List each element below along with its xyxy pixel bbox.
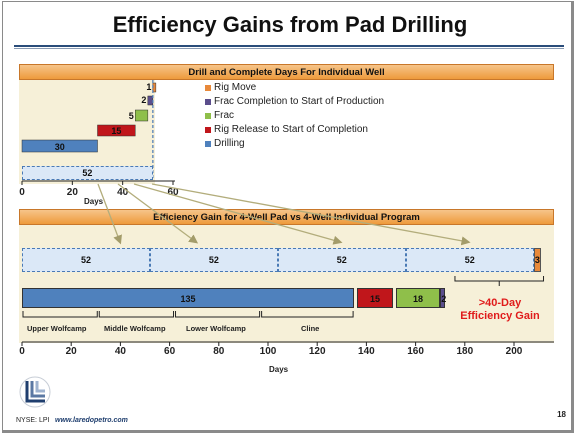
single-bar-label: 2 <box>141 95 146 105</box>
gain-line-1: >40-Day <box>478 297 522 309</box>
pad-axis-tick-label: 0 <box>19 346 25 357</box>
connector-arrow <box>117 183 199 244</box>
well-bracket <box>98 311 175 318</box>
bracket-label-lower-wolfcamp: Lower Wolfcamp <box>186 324 246 333</box>
pad-band: Efficiency Gain for 4-Well Pad vs 4-Well… <box>19 209 554 225</box>
pad-individual-well-bar: 52 <box>277 248 406 272</box>
gain-line-2: Efficiency Gain <box>460 310 540 322</box>
legend-label: Frac <box>214 110 234 121</box>
pad-axis-tick-label: 40 <box>114 346 126 357</box>
single-bar-label: 1 <box>146 82 151 92</box>
bracket-label-middle-wolfcamp: Middle Wolfcamp <box>104 324 166 333</box>
single-well-band-title: Drill and Complete Days For Individual W… <box>188 67 385 78</box>
slide-frame <box>2 1 574 433</box>
legend-swatch-icon <box>205 113 211 119</box>
legend-label: Rig Move <box>214 82 257 93</box>
single-axis-tick-label: 20 <box>66 187 78 198</box>
footer-url[interactable]: www.laredopetro.com <box>55 417 128 424</box>
connector-arrow <box>97 183 122 245</box>
single-bar-frac <box>135 109 149 122</box>
title-rule <box>14 45 564 47</box>
well-bracket <box>175 311 261 318</box>
single-bar-label: 30 <box>55 142 65 152</box>
single-bar-rig-release-to-start-of-completion <box>97 124 136 137</box>
legend-label: Rig Release to Start of Completion <box>214 124 368 135</box>
single-axis-tick-label: 40 <box>117 187 129 198</box>
pad-axis-tick-label: 20 <box>65 346 77 357</box>
footer-ticker: NYSE: LPI <box>16 417 50 424</box>
single-axis-tick-label: 0 <box>19 187 25 198</box>
bracket-label-upper-wolfcamp: Upper Wolfcamp <box>27 324 87 333</box>
legend-swatch-icon <box>205 85 211 91</box>
pad-axis-tick-label: 140 <box>358 346 375 357</box>
single-well-band: Drill and Complete Days For Individual W… <box>19 64 554 80</box>
pad-axis-tick-label: 180 <box>456 346 474 357</box>
pad-bar-rig-release-to-start-of-completion: 15 <box>356 288 394 308</box>
pad-axis-tick-label: 200 <box>505 346 523 357</box>
pad-individual-rig-move-bar: 3 <box>533 248 542 272</box>
well-bracket <box>261 311 354 318</box>
pad-bar-frac: 18 <box>395 288 441 308</box>
single-well-total-bar: 52 <box>22 166 153 180</box>
pad-bar-frac-completion-to-start-of-production: 2 <box>440 288 446 308</box>
legend-label: Drilling <box>214 138 245 149</box>
legend-swatch-icon <box>205 99 211 105</box>
pad-axis-tick-label: 60 <box>164 346 176 357</box>
single-bar-drilling <box>21 139 98 153</box>
legend-swatch-icon <box>205 127 211 133</box>
legend: Rig Move Frac Completion to Start of Pro… <box>205 82 425 152</box>
single-well-axis-title: Days <box>84 197 104 206</box>
pad-individual-well-bar: 52 <box>405 248 534 272</box>
pad-axis-tick-label: 80 <box>213 346 225 357</box>
single-bar-label: 5 <box>129 111 134 121</box>
page-title: Efficiency Gains from Pad Drilling <box>112 12 468 37</box>
pad-individual-well-bar: 52 <box>149 248 278 272</box>
pad-individual-well-bar: 52 <box>22 248 150 272</box>
single-axis-tick-label: 60 <box>167 187 179 198</box>
connector-arrow <box>151 183 471 246</box>
bracket-label-cline: Cline <box>301 324 320 333</box>
single-well-total-label: 52 <box>82 168 93 178</box>
legend-swatch-icon <box>205 141 211 147</box>
single-bar-label: 15 <box>111 126 121 136</box>
pad-bar-drilling: 135 <box>22 288 355 308</box>
gain-bracket <box>454 276 545 286</box>
title-rule-accent <box>14 48 564 49</box>
pad-axis-tick-label: 100 <box>259 346 277 357</box>
pad-axis-title: Days <box>269 365 289 374</box>
efficiency-gain-annotation: >40-Day Efficiency Gain <box>450 297 550 323</box>
page-number: 18 <box>557 410 566 419</box>
legend-label: Frac Completion to Start of Production <box>214 96 385 107</box>
pad-axis-tick-label: 120 <box>308 346 326 357</box>
company-logo-icon <box>19 376 51 408</box>
connector-arrow <box>133 183 343 245</box>
pad-axis-tick-label: 160 <box>407 346 424 357</box>
well-bracket <box>22 311 98 318</box>
pad-band-title: Efficiency Gain for 4-Well Pad vs 4-Well… <box>153 212 420 223</box>
